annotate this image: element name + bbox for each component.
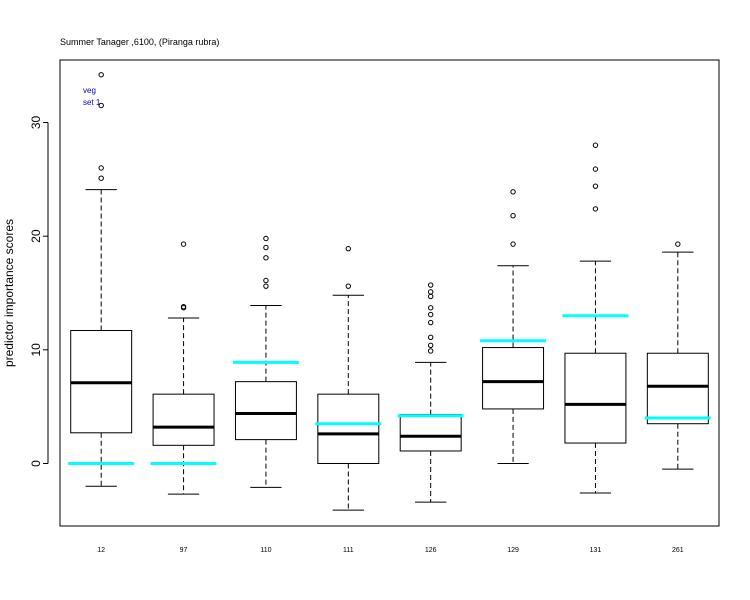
outlier-point xyxy=(592,183,599,189)
x-tick-label: 261 xyxy=(672,547,684,554)
y-axis: 0 10 20 30 xyxy=(29,116,49,467)
x-tick-label: 110 xyxy=(260,547,271,554)
outlier-point xyxy=(263,283,269,289)
outlier-point xyxy=(98,102,104,109)
outlier-point xyxy=(263,235,269,242)
outlier-point xyxy=(427,289,434,295)
box-group-261 xyxy=(644,241,711,470)
outlier-point xyxy=(98,72,104,78)
outlier-point xyxy=(263,244,269,251)
outlier-point xyxy=(263,277,269,284)
outlier-point xyxy=(427,334,434,341)
x-tick-label: 12 xyxy=(97,547,105,554)
box-iqr xyxy=(564,352,627,444)
box-group-126 xyxy=(397,282,464,503)
box-group-129 xyxy=(480,189,547,464)
y-tick-label: 10 xyxy=(29,343,43,357)
outlier-point xyxy=(263,255,269,261)
box-iqr xyxy=(317,393,380,464)
outlier-point xyxy=(592,206,599,212)
outlier-point xyxy=(427,348,434,354)
outlier-point xyxy=(510,213,516,219)
y-axis-label: predictor importance scores xyxy=(2,219,16,367)
outlier-point xyxy=(98,175,104,181)
box-iqr xyxy=(152,393,215,446)
outlier-point xyxy=(180,241,187,247)
y-tick-label: 0 xyxy=(29,460,43,467)
x-tick-label: 97 xyxy=(180,547,188,554)
outlier-point xyxy=(427,305,434,311)
x-tick-label: 111 xyxy=(343,547,354,554)
box-iqr xyxy=(482,347,545,410)
x-axis: 12 97 110 111 126 129 131 261 xyxy=(97,547,683,554)
outlier-point xyxy=(345,245,352,252)
outlier-point xyxy=(510,241,516,247)
outlier-point xyxy=(98,165,104,171)
outlier-point xyxy=(510,189,516,195)
box-iqr xyxy=(399,414,462,452)
legend: veg set 1 xyxy=(83,86,101,107)
plot-frame xyxy=(59,59,720,527)
x-tick-label: 131 xyxy=(590,547,602,554)
legend-entry-set-1: set 1 xyxy=(83,98,101,107)
outlier-point xyxy=(427,311,434,318)
outlier-point xyxy=(592,166,599,172)
outlier-point xyxy=(427,293,434,300)
box-iqr xyxy=(234,381,297,441)
outlier-point xyxy=(180,303,187,310)
y-tick-label: 30 xyxy=(29,116,43,130)
boxes xyxy=(68,72,711,511)
outlier-point xyxy=(427,342,434,348)
outlier-point xyxy=(592,142,599,148)
outlier-point xyxy=(675,241,681,247)
outlier-point xyxy=(345,283,352,289)
legend-entry-veg: veg xyxy=(83,86,96,95)
box-group-12 xyxy=(68,72,135,487)
box-group-131 xyxy=(562,142,629,494)
y-tick-label: 20 xyxy=(29,229,43,243)
x-tick-label: 126 xyxy=(425,547,437,554)
box-group-111 xyxy=(315,245,382,511)
x-tick-label: 129 xyxy=(507,547,519,554)
outlier-point xyxy=(427,319,434,326)
box-group-110 xyxy=(232,235,299,488)
box-iqr xyxy=(646,352,709,425)
outlier-point xyxy=(427,282,434,288)
box-group-97 xyxy=(150,241,217,495)
chart-title: Summer Tanager ,6100, (Piranga rubra) xyxy=(60,37,219,47)
